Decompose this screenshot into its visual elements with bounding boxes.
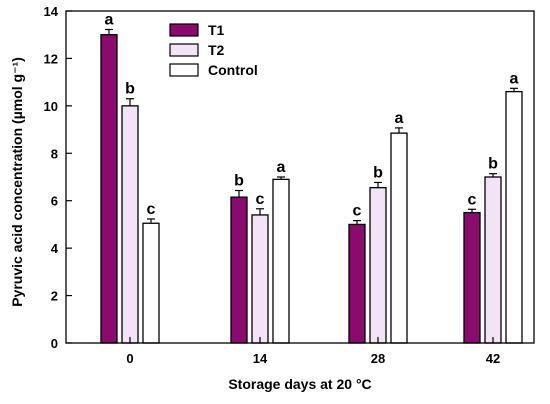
significance-letter: a bbox=[395, 110, 404, 127]
bar-control-14 bbox=[272, 178, 290, 344]
x-tick-label: 28 bbox=[371, 351, 385, 366]
y-tick-label: 10 bbox=[44, 99, 58, 114]
bar-control-28 bbox=[390, 132, 408, 344]
significance-letter: a bbox=[105, 11, 114, 28]
y-tick-label: 12 bbox=[44, 51, 58, 66]
bar-t2-14 bbox=[251, 214, 269, 344]
bar-t1-28 bbox=[348, 223, 366, 344]
legend-label-control: Control bbox=[208, 62, 258, 78]
bar-control-0 bbox=[142, 222, 160, 344]
legend-swatch-t1 bbox=[169, 23, 199, 37]
significance-letter: b bbox=[373, 164, 383, 181]
y-tick-label: 14 bbox=[44, 4, 59, 19]
bar-t1-14 bbox=[230, 196, 248, 344]
y-tick-label: 2 bbox=[51, 289, 58, 304]
y-tick-label: 0 bbox=[51, 336, 58, 351]
bar-t1-0 bbox=[100, 34, 118, 344]
significance-letter: a bbox=[510, 70, 519, 87]
legend-label-t2: T2 bbox=[208, 42, 225, 58]
significance-letter: b bbox=[234, 173, 244, 190]
significance-letter: c bbox=[147, 201, 156, 218]
x-tick-label: 0 bbox=[126, 351, 133, 366]
bar-t1-42 bbox=[463, 211, 481, 344]
significance-letter: a bbox=[277, 159, 286, 176]
y-tick-label: 6 bbox=[51, 194, 58, 209]
y-tick-label: 4 bbox=[51, 241, 59, 256]
x-tick-label: 14 bbox=[253, 351, 268, 366]
bar-t2-28 bbox=[369, 187, 387, 344]
legend-swatch-control bbox=[169, 63, 199, 77]
y-tick-label: 8 bbox=[51, 146, 58, 161]
x-axis-title: Storage days at 20 °C bbox=[228, 376, 371, 392]
legend-swatch-t2 bbox=[169, 43, 199, 57]
x-tick-label: 42 bbox=[486, 351, 500, 366]
legend-label-t1: T1 bbox=[208, 22, 225, 38]
plot-frame bbox=[65, 10, 535, 344]
bar-control-42 bbox=[505, 90, 523, 344]
bar-t2-0 bbox=[121, 105, 139, 344]
significance-letter: c bbox=[256, 191, 265, 208]
bar-t2-42 bbox=[484, 176, 502, 344]
significance-letter: c bbox=[353, 203, 362, 220]
y-axis-title: Pyruvic acid concentration (µmol g⁻¹) bbox=[9, 57, 25, 307]
significance-letter: c bbox=[468, 191, 477, 208]
significance-letter: b bbox=[488, 156, 498, 173]
significance-letter: b bbox=[125, 81, 135, 98]
